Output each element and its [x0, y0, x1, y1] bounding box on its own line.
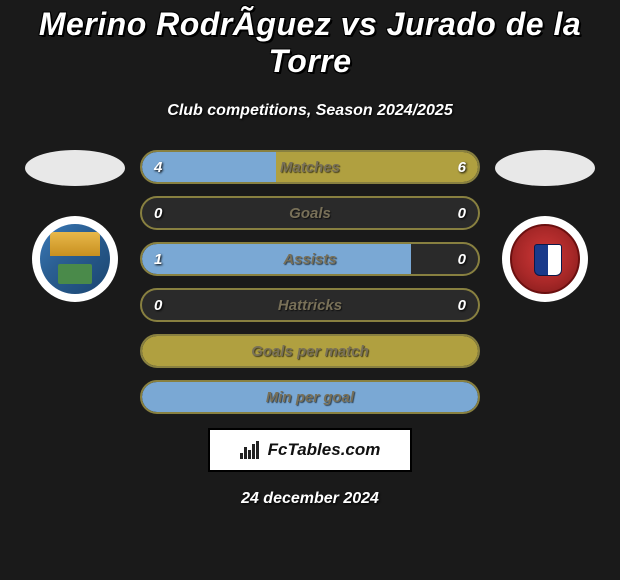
stat-value-left: 0: [154, 205, 162, 222]
stat-value-right: 6: [458, 159, 466, 176]
stat-value-right: 0: [458, 251, 466, 268]
stat-row: Assists 1 0: [140, 242, 480, 276]
stat-label: Goals per match: [251, 343, 369, 360]
attribution-text: FcTables.com: [268, 440, 381, 460]
stat-label: Hattricks: [278, 297, 342, 314]
stat-value-left: 1: [154, 251, 162, 268]
stat-row: Goals 0 0: [140, 196, 480, 230]
stat-row: Goals per match: [140, 334, 480, 368]
right-team-crest: [502, 216, 588, 302]
stat-label: Matches: [280, 159, 340, 176]
stat-row: Matches 4 6: [140, 150, 480, 184]
date-text: 24 december 2024: [0, 490, 620, 508]
stat-label: Goals: [289, 205, 331, 222]
stat-bar-left: [142, 244, 411, 274]
deportivo-crest-icon: [510, 224, 580, 294]
left-player-silhouette: [25, 150, 125, 186]
stat-label: Assists: [283, 251, 336, 268]
stat-value-left: 0: [154, 297, 162, 314]
attribution-badge: FcTables.com: [208, 428, 412, 472]
stat-value-left: 4: [154, 159, 162, 176]
malaga-crest-icon: [40, 224, 110, 294]
stat-row: Min per goal: [140, 380, 480, 414]
stat-label: Min per goal: [266, 389, 354, 406]
stat-value-right: 0: [458, 205, 466, 222]
left-player-column: [20, 150, 130, 302]
stat-row: Hattricks 0 0: [140, 288, 480, 322]
stat-value-right: 0: [458, 297, 466, 314]
comparison-layout: Matches46Goals00Assists10Hattricks00Goal…: [0, 150, 620, 414]
fctables-logo-icon: [240, 441, 262, 459]
right-player-column: [490, 150, 600, 302]
stats-bars: Matches46Goals00Assists10Hattricks00Goal…: [140, 150, 480, 414]
page-title: Merino RodrÃ­guez vs Jurado de la Torre: [0, 0, 620, 80]
subtitle: Club competitions, Season 2024/2025: [0, 102, 620, 120]
right-player-silhouette: [495, 150, 595, 186]
left-team-crest: [32, 216, 118, 302]
